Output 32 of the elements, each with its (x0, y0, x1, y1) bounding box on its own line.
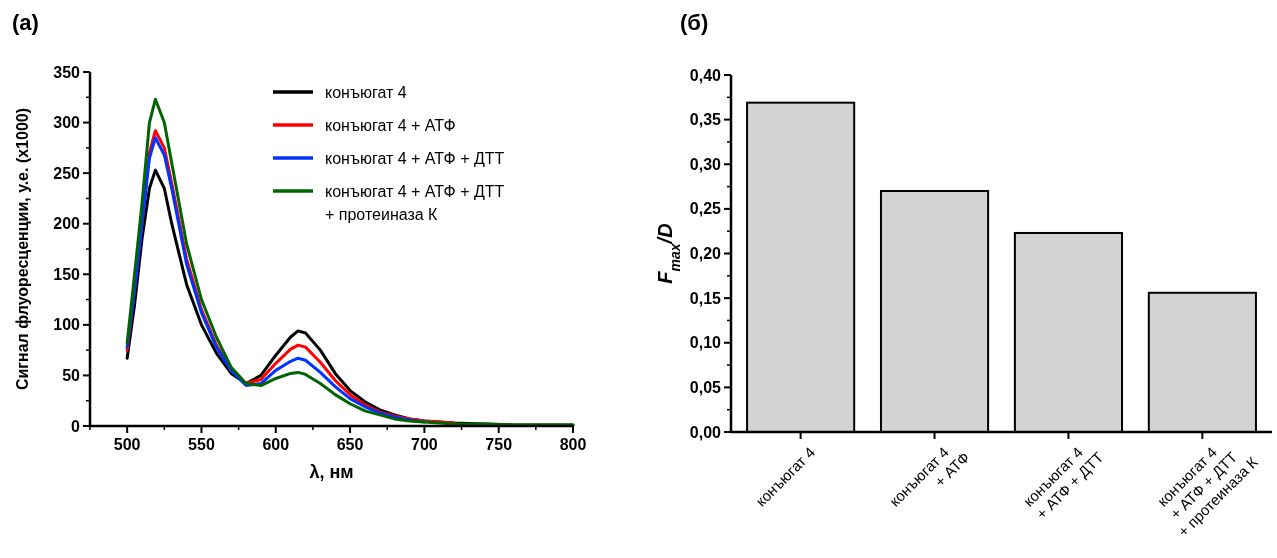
y-tick-label: 0,05 (689, 378, 722, 396)
x-tick-label: 800 (559, 436, 587, 453)
x-tick-label: 650 (336, 436, 364, 453)
y-tick-label: 0,25 (689, 200, 722, 218)
legend-label: конъюгат 4 + АТФ + ДТТ (325, 149, 505, 167)
x-axis-title: λ, нм (309, 462, 354, 482)
x-tick-label: 750 (485, 436, 513, 453)
y-tick-label: 50 (62, 367, 81, 385)
y-tick-label: 0,00 (689, 423, 722, 441)
y-tick-label: 0 (71, 417, 81, 435)
y-tick-label: 250 (53, 164, 81, 182)
legend-label: конъюгат 4 (325, 83, 407, 101)
chart-title: (а) (12, 10, 39, 35)
y-tick-label: 0,35 (689, 111, 722, 129)
y-tick-label: 100 (53, 316, 81, 334)
x-tick-label: 500 (113, 436, 141, 453)
chart-title: (б) (680, 10, 709, 35)
y-tick-label: 0,10 (689, 334, 722, 352)
legend-label: конъюгат 4 + АТФ (325, 116, 456, 134)
y-tick-label: 300 (53, 114, 81, 132)
x-tick-label: 700 (411, 436, 438, 453)
legend-label: конъюгат 4 + АТФ + ДТТ + протеиназа К (325, 182, 505, 223)
y-tick-label: 350 (53, 63, 81, 81)
y-tick-label: 0,20 (689, 245, 722, 263)
y-axis-title: Сигнал флуоресценции, у.е. (x1000) (14, 107, 31, 391)
y-tick-label: 0,40 (689, 66, 722, 84)
y-tick-label: 150 (53, 265, 81, 283)
y-tick-label: 200 (53, 215, 81, 233)
x-tick-label: 600 (262, 436, 290, 453)
y-tick-label: 0,30 (689, 155, 722, 173)
y-tick-label: 0,15 (689, 289, 722, 307)
x-tick-label: 550 (188, 436, 215, 453)
